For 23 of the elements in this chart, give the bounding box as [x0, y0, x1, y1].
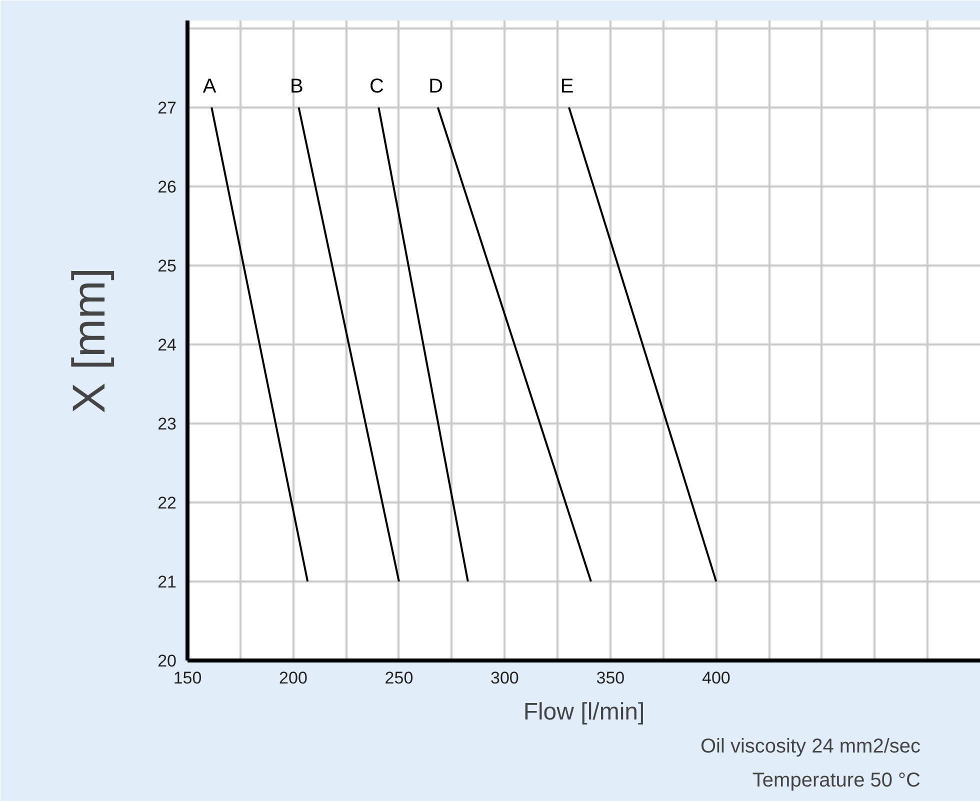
x-tick-label: 250 — [384, 668, 414, 688]
x-axis-title: Flow [l/min] — [523, 698, 645, 726]
y-tick-label: 25 — [158, 256, 177, 276]
series-label: C — [369, 75, 384, 98]
text: Temperature 50 °C — [752, 770, 920, 792]
x-tick-label: 350 — [596, 668, 625, 688]
x-tick-label: 150 — [173, 668, 202, 688]
y-tick-label: 27 — [158, 98, 177, 118]
text: Oil viscosity 24 mm2/sec — [700, 736, 921, 758]
y-tick-label: 20 — [158, 652, 177, 670]
y-tick-label: 24 — [158, 335, 177, 354]
y-axis-title: X [mm] — [62, 268, 115, 414]
x-tick-label: 300 — [490, 668, 519, 688]
x-tick-label: 200 — [279, 668, 308, 688]
series-label: A — [202, 75, 217, 98]
series-label: E — [560, 75, 574, 98]
y-tick-label: 21 — [158, 572, 177, 592]
y-tick-label: 23 — [158, 414, 177, 434]
series-label: D — [428, 75, 444, 98]
x-tick-label: 400 — [702, 668, 730, 688]
series-label: B — [290, 75, 304, 98]
y-tick-label: 26 — [158, 177, 177, 196]
y-tick-label: 22 — [158, 493, 177, 512]
